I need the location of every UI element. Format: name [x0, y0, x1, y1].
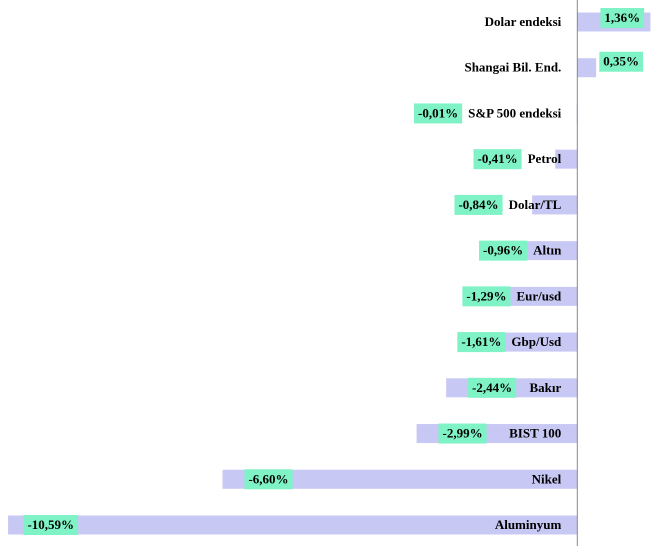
value-label-bg: [479, 240, 528, 261]
value-label-text: -2,99%: [442, 426, 482, 441]
value-label-text: -10,59%: [27, 517, 74, 532]
value-label: -1,29%: [462, 286, 511, 307]
value-label: -2,44%: [468, 377, 517, 398]
value-label: -0,01%: [414, 103, 463, 124]
value-label-text: -1,61%: [461, 334, 501, 349]
category-label: Eur/usd: [516, 288, 562, 303]
bar: [555, 149, 578, 169]
bar: [525, 241, 578, 261]
value-label-bg: [438, 423, 487, 444]
value-label-text: -0,01%: [418, 105, 458, 120]
value-label-bg: [600, 8, 645, 28]
bar: [222, 469, 578, 489]
value-label: 1,36%: [600, 8, 645, 28]
value-label: -0,96%: [479, 240, 528, 261]
category-label: Gbp/Usd: [511, 334, 562, 349]
value-label-text: 0,35%: [603, 54, 639, 69]
category-label: BIST 100: [509, 426, 561, 441]
value-label: -0,84%: [454, 194, 503, 215]
value-label-bg: [599, 51, 644, 72]
value-label-text: -2,44%: [472, 380, 512, 395]
category-label: S&P 500 endeksi: [468, 105, 562, 120]
value-label: -0,41%: [473, 149, 522, 170]
value-label-text: 1,36%: [604, 10, 640, 25]
value-label-text: -1,29%: [466, 288, 506, 303]
value-label: 0,35%: [599, 51, 644, 72]
category-label: Nikel: [532, 471, 562, 486]
bar: [490, 332, 578, 352]
value-label: -2,99%: [438, 423, 487, 444]
value-label-text: -0,96%: [483, 243, 523, 258]
value-label-text: -0,84%: [458, 197, 498, 212]
category-label: Aluminyum: [495, 517, 562, 532]
value-label-bg: [457, 332, 506, 353]
value-label-bg: [468, 377, 517, 398]
value-label-bg: [454, 194, 503, 215]
category-label: Petrol: [528, 151, 562, 166]
category-label: Shangai Bil. End.: [464, 60, 561, 75]
value-label: -6,60%: [244, 469, 293, 490]
bar: [577, 58, 597, 78]
value-label-bg: [244, 469, 293, 490]
value-label-text: -0,41%: [478, 151, 518, 166]
value-label-text: -6,60%: [248, 471, 288, 486]
bar: [507, 286, 578, 306]
category-label: Dolar endeksi: [485, 14, 562, 29]
value-label-bg: [23, 515, 79, 535]
value-label-bg: [462, 286, 511, 307]
category-label: Dolar/TL: [509, 197, 562, 212]
category-label: Bakır: [530, 380, 562, 395]
value-label: -1,61%: [457, 332, 506, 353]
value-label: -10,59%: [23, 515, 79, 535]
bar: [532, 195, 578, 215]
value-label-bg: [473, 149, 522, 170]
value-label-bg: [414, 103, 463, 124]
bar: [8, 515, 578, 535]
category-label: Altın: [533, 243, 562, 258]
